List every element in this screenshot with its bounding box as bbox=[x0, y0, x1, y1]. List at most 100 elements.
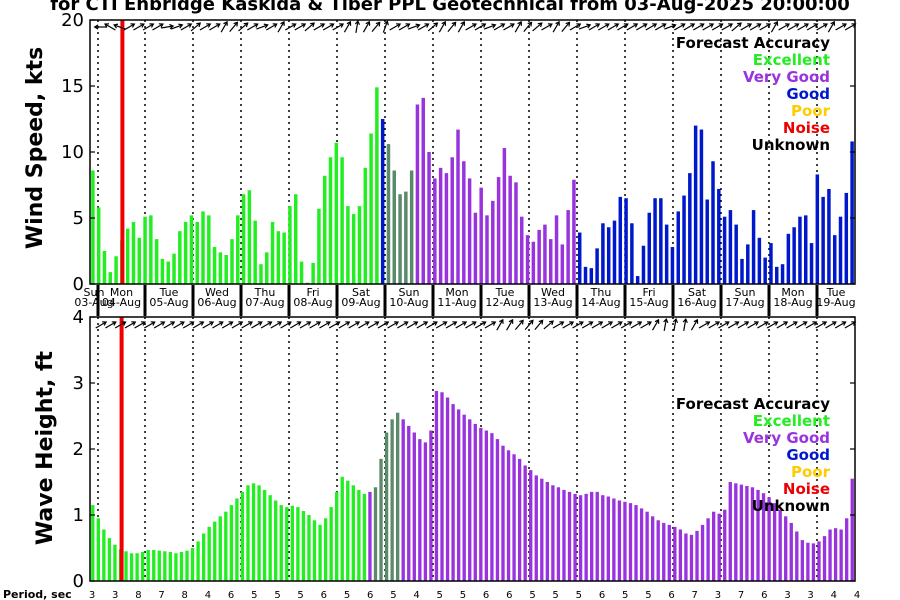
legend-item: Very Good bbox=[743, 68, 830, 86]
wave-bar bbox=[390, 419, 394, 581]
wave-bar bbox=[750, 487, 755, 581]
day-name-label: Sat bbox=[352, 286, 371, 299]
wind-bar bbox=[832, 235, 837, 284]
wave-bar bbox=[734, 483, 738, 581]
day-date-label: 05-Aug bbox=[149, 296, 188, 309]
wave-bar bbox=[113, 544, 117, 581]
day-date-label: 18-Aug bbox=[773, 296, 812, 309]
direction-arrow bbox=[93, 24, 107, 30]
wave-bar bbox=[268, 495, 272, 581]
direction-arrow bbox=[598, 23, 610, 31]
wind-bar bbox=[282, 232, 286, 284]
wind-bar bbox=[560, 244, 565, 284]
wind-bar bbox=[804, 215, 808, 284]
period-label: Period, sec bbox=[3, 588, 72, 600]
day-name-label: Thu bbox=[590, 286, 612, 299]
period-value: 7 bbox=[158, 590, 164, 600]
direction-arrow bbox=[182, 321, 195, 329]
direction-arrow bbox=[199, 23, 212, 31]
wave-bar bbox=[573, 493, 577, 581]
direction-arrow bbox=[304, 22, 315, 32]
wave-bar bbox=[756, 489, 760, 581]
wave-bar bbox=[817, 541, 821, 581]
wave-bar bbox=[329, 507, 333, 581]
wave-bar bbox=[706, 518, 710, 581]
direction-arrow bbox=[221, 321, 234, 329]
direction-arrow bbox=[338, 321, 351, 329]
wind-bar bbox=[328, 157, 333, 284]
period-value: 5 bbox=[622, 590, 628, 600]
day-name-label: Sat bbox=[688, 286, 707, 299]
wind-bar bbox=[769, 243, 773, 284]
wind-bar bbox=[786, 233, 791, 284]
direction-arrow bbox=[247, 23, 259, 31]
direction-arrow bbox=[562, 321, 575, 329]
wind-bar bbox=[311, 262, 315, 284]
wave-bar bbox=[246, 485, 250, 581]
wind-bar bbox=[606, 227, 611, 284]
wind-bar bbox=[757, 237, 762, 284]
wind-bar bbox=[838, 216, 843, 284]
wave-bar bbox=[274, 500, 278, 581]
wind-bar bbox=[415, 104, 420, 284]
direction-arrow bbox=[770, 20, 779, 33]
wave-bar bbox=[468, 419, 472, 581]
direction-arrow bbox=[457, 20, 465, 33]
direction-arrow bbox=[465, 321, 477, 329]
wind-bar bbox=[114, 256, 118, 284]
direction-arrow bbox=[737, 321, 750, 329]
wind-bar bbox=[178, 231, 182, 284]
period-row: Period, sec 3 3 8 7 8 4 6 5 5 5 6 5 6 5 4 5 5 6 6 5 5 5 6 5 5 6 7 3… bbox=[3, 588, 860, 600]
wind-bar bbox=[688, 173, 692, 284]
wave-bar bbox=[346, 480, 350, 581]
wind-bar bbox=[444, 173, 449, 284]
legend-item: Unknown bbox=[752, 497, 830, 515]
direction-arrow bbox=[664, 23, 677, 30]
wave-bar bbox=[196, 541, 200, 581]
wind-bar bbox=[699, 129, 704, 284]
direction-arrow bbox=[543, 320, 554, 330]
direction-arrow bbox=[523, 21, 533, 32]
day-name-label: Thu bbox=[254, 286, 276, 299]
wave-bar bbox=[285, 507, 289, 581]
wave-bar bbox=[124, 551, 128, 581]
wind-bar bbox=[433, 178, 437, 284]
wave-bar bbox=[711, 511, 716, 581]
wave-bar bbox=[833, 528, 838, 581]
wave-bar bbox=[213, 521, 217, 581]
day-date-label: 19-Aug bbox=[816, 296, 855, 309]
direction-arrow bbox=[552, 20, 560, 33]
day-name-label: Mon bbox=[110, 286, 133, 299]
direction-arrow bbox=[636, 23, 648, 31]
direction-arrow bbox=[104, 23, 116, 31]
direction-arrow bbox=[153, 321, 166, 329]
wind-bar bbox=[236, 215, 240, 284]
direction-arrow bbox=[371, 21, 381, 32]
period-value: 3 bbox=[715, 590, 721, 600]
wind-bar bbox=[792, 227, 796, 284]
wave-bar bbox=[551, 485, 555, 581]
wave-bar bbox=[396, 412, 400, 581]
direction-arrow bbox=[389, 23, 402, 31]
wind-bar bbox=[207, 215, 211, 284]
direction-arrow bbox=[416, 321, 429, 329]
wind-bar bbox=[172, 253, 176, 284]
wave-bar bbox=[190, 548, 195, 581]
wind-bar bbox=[717, 188, 721, 284]
wave-bar bbox=[445, 397, 450, 581]
direction-arrow bbox=[731, 22, 742, 32]
direction-arrow bbox=[343, 20, 352, 33]
wind-bar bbox=[218, 252, 223, 284]
direction-arrow bbox=[708, 321, 721, 329]
period-value: 5 bbox=[460, 590, 466, 600]
wave-bar bbox=[340, 476, 344, 581]
wave-bar bbox=[795, 531, 799, 581]
wave-ytick-label: 0 bbox=[73, 571, 84, 592]
wind-bar bbox=[728, 210, 733, 284]
legend-title: Forecast Accuracy bbox=[676, 34, 830, 52]
wind-bar bbox=[154, 239, 159, 284]
wind-bar bbox=[693, 125, 698, 284]
day-name-label: Sun bbox=[735, 286, 756, 299]
wave-bar bbox=[312, 520, 317, 581]
